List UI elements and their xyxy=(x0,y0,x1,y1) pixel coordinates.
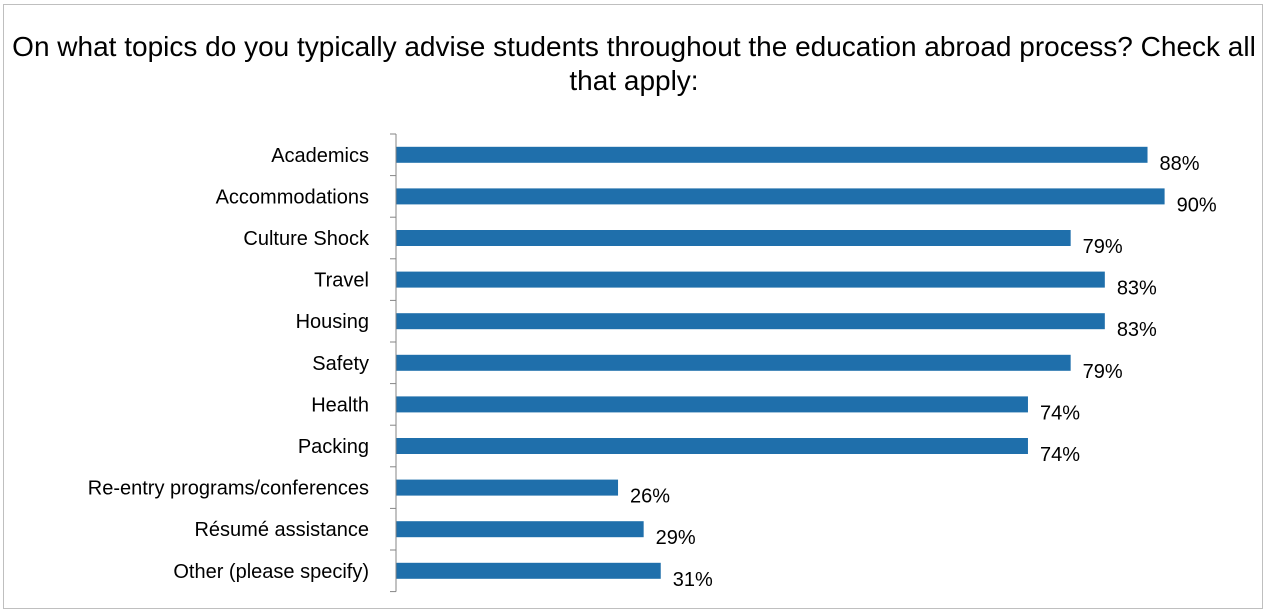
value-label-4: 83% xyxy=(1117,319,1157,341)
value-label-10: 31% xyxy=(673,569,713,591)
bar-9 xyxy=(396,521,644,538)
category-labels-group: Academics Accommodations Culture Shock Trav… xyxy=(88,145,370,583)
category-label-0: Academics xyxy=(271,145,369,167)
bar-2 xyxy=(396,230,1071,246)
y-axis-group xyxy=(390,133,397,593)
chart-title-text: On what topics do you typically advise s… xyxy=(12,31,1256,96)
category-label-6: Health xyxy=(311,394,369,416)
value-label-7: 74% xyxy=(1040,444,1080,466)
category-label-4: Housing xyxy=(296,311,369,333)
bar-0 xyxy=(396,146,1148,163)
bar-6 xyxy=(396,396,1028,413)
bar-5 xyxy=(396,354,1071,371)
value-label-2: 79% xyxy=(1083,236,1123,258)
chart-title: On what topics do you typically advise s… xyxy=(0,30,1268,98)
category-label-5: Safety xyxy=(312,353,369,375)
bar-1 xyxy=(396,188,1165,205)
bar-7 xyxy=(396,438,1028,454)
category-label-2: Culture Shock xyxy=(243,228,370,250)
bar-10 xyxy=(396,562,661,579)
value-label-1: 90% xyxy=(1177,194,1217,216)
category-label-8: Re-entry programs/conferences xyxy=(88,478,369,500)
value-label-3: 83% xyxy=(1117,278,1157,300)
bars-group xyxy=(396,146,1165,579)
value-label-9: 29% xyxy=(656,527,696,549)
chart-frame xyxy=(3,4,1263,609)
bar-8 xyxy=(396,479,619,496)
value-label-6: 74% xyxy=(1040,402,1080,424)
category-label-10: Other (please specify) xyxy=(173,561,369,583)
value-label-8: 26% xyxy=(630,486,670,508)
category-label-9: Résumé assistance xyxy=(194,519,369,541)
category-label-7: Packing xyxy=(298,436,369,458)
category-label-3: Travel xyxy=(314,270,369,292)
bar-4 xyxy=(396,313,1105,330)
value-labels-group: 88%90%79%83%83%79%74%74%26%29%31% xyxy=(630,153,1217,591)
value-label-5: 79% xyxy=(1083,361,1123,383)
value-label-0: 88% xyxy=(1160,153,1200,175)
category-label-1: Accommodations xyxy=(216,186,369,208)
bar-3 xyxy=(396,271,1105,288)
